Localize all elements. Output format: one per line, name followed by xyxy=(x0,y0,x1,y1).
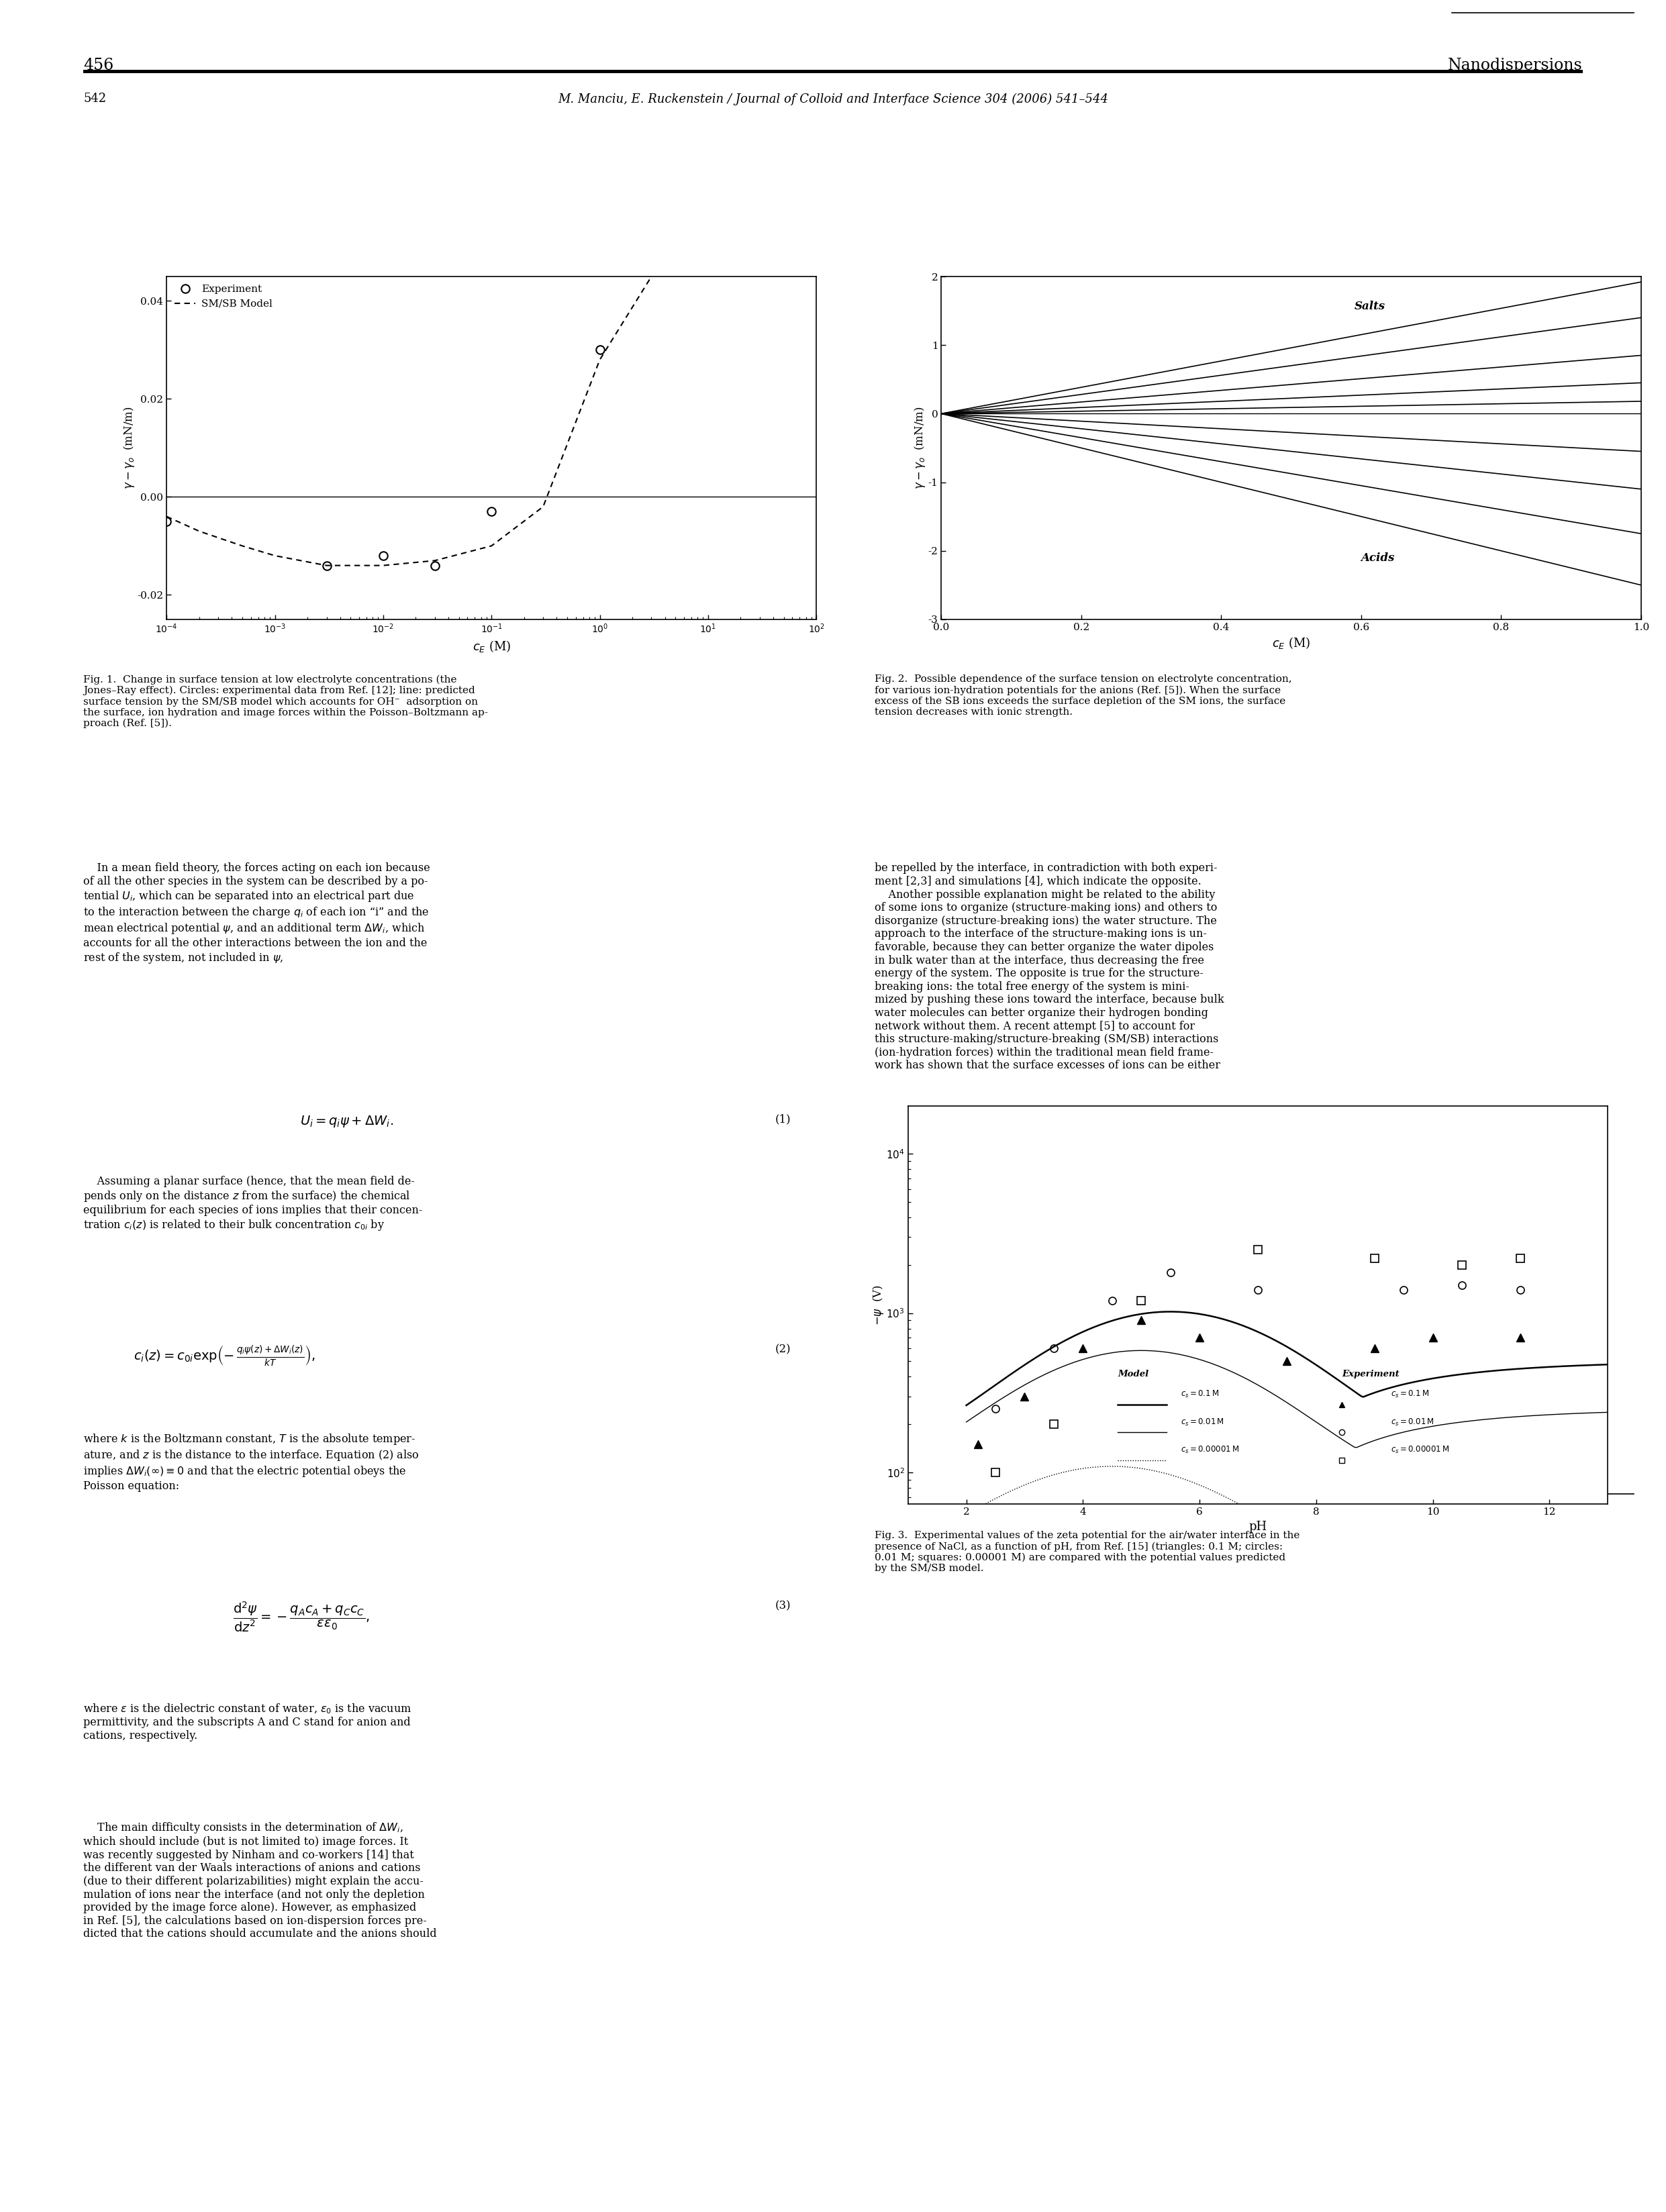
Text: The main difficulty consists in the determination of $\Delta W_i$,
which should : The main difficulty consists in the dete… xyxy=(83,1820,436,1940)
Text: Acids: Acids xyxy=(1361,553,1394,564)
Text: (2): (2) xyxy=(775,1345,791,1356)
Text: Fig. 3.  Experimental values of the zeta potential for the air/water interface i: Fig. 3. Experimental values of the zeta … xyxy=(875,1531,1299,1573)
Text: Fig. 2.  Possible dependence of the surface tension on electrolyte concentration: Fig. 2. Possible dependence of the surfa… xyxy=(875,675,1291,717)
Text: Experiment: Experiment xyxy=(1341,1369,1399,1378)
Text: (3): (3) xyxy=(775,1601,791,1613)
Text: 542: 542 xyxy=(83,93,107,104)
Text: (1): (1) xyxy=(775,1115,791,1126)
Text: Model: Model xyxy=(1118,1369,1150,1378)
Text: Assuming a planar surface (hence, that the mean field de-
pends only on the dist: Assuming a planar surface (hence, that t… xyxy=(83,1177,423,1232)
Text: Fig. 1.  Change in surface tension at low electrolyte concentrations (the
Jones–: Fig. 1. Change in surface tension at low… xyxy=(83,675,488,728)
Text: M. Manciu, E. Ruckenstein / Journal of Colloid and Interface Science 304 (2006) : M. Manciu, E. Ruckenstein / Journal of C… xyxy=(558,93,1108,106)
Text: $\dfrac{\mathrm{d}^2\psi}{\mathrm{d}z^2} = -\dfrac{q_A c_A + q_C c_C}{\varepsilo: $\dfrac{\mathrm{d}^2\psi}{\mathrm{d}z^2}… xyxy=(233,1601,370,1635)
X-axis label: $c_E$ (M): $c_E$ (M) xyxy=(471,639,511,653)
Text: 456: 456 xyxy=(83,58,113,73)
Text: Nanodispersions: Nanodispersions xyxy=(1448,58,1583,73)
Text: be repelled by the interface, in contradiction with both experi-
ment [2,3] and : be repelled by the interface, in contrad… xyxy=(875,863,1225,1071)
X-axis label: $c_E$ (M): $c_E$ (M) xyxy=(1271,635,1311,650)
Legend: Experiment, SM/SB Model: Experiment, SM/SB Model xyxy=(172,281,275,312)
Text: In a mean field theory, the forces acting on each ion because
of all the other s: In a mean field theory, the forces actin… xyxy=(83,863,430,964)
Text: $c_s = 0.01\,\mathrm{M}$: $c_s = 0.01\,\mathrm{M}$ xyxy=(1391,1418,1434,1427)
Text: Salts: Salts xyxy=(1354,301,1384,312)
X-axis label: pH: pH xyxy=(1250,1520,1266,1533)
Text: $c_s = 0.1\,\mathrm{M}$: $c_s = 0.1\,\mathrm{M}$ xyxy=(1391,1389,1429,1400)
Y-axis label: $-\psi$  (V): $-\psi$ (V) xyxy=(871,1285,885,1325)
Text: where $k$ is the Boltzmann constant, $T$ is the absolute temper-
ature, and $z$ : where $k$ is the Boltzmann constant, $T$… xyxy=(83,1433,420,1491)
Text: $c_s = 0.1\,\mathrm{M}$: $c_s = 0.1\,\mathrm{M}$ xyxy=(1181,1389,1220,1400)
Y-axis label: $\gamma - \gamma_o$  (mN/m): $\gamma - \gamma_o$ (mN/m) xyxy=(913,407,926,489)
Text: $c_s = 0.00001\,\mathrm{M}$: $c_s = 0.00001\,\mathrm{M}$ xyxy=(1181,1444,1240,1455)
Text: $c_s = 0.01\,\mathrm{M}$: $c_s = 0.01\,\mathrm{M}$ xyxy=(1181,1418,1225,1427)
Text: $c_s = 0.00001\,\mathrm{M}$: $c_s = 0.00001\,\mathrm{M}$ xyxy=(1391,1444,1449,1455)
Text: where $\varepsilon$ is the dielectric constant of water, $\varepsilon_0$ is the : where $\varepsilon$ is the dielectric co… xyxy=(83,1703,412,1741)
Text: $c_i(z) = c_{0i}\exp\!\left(-\,\frac{q_i\psi(z) + \Delta W_i(z)}{kT}\right),$: $c_i(z) = c_{0i}\exp\!\left(-\,\frac{q_i… xyxy=(133,1345,315,1367)
Text: $U_i = q_i\psi + \Delta W_i.$: $U_i = q_i\psi + \Delta W_i.$ xyxy=(300,1115,393,1128)
Y-axis label: $\gamma - \gamma_o$  (mN/m): $\gamma - \gamma_o$ (mN/m) xyxy=(122,407,137,489)
